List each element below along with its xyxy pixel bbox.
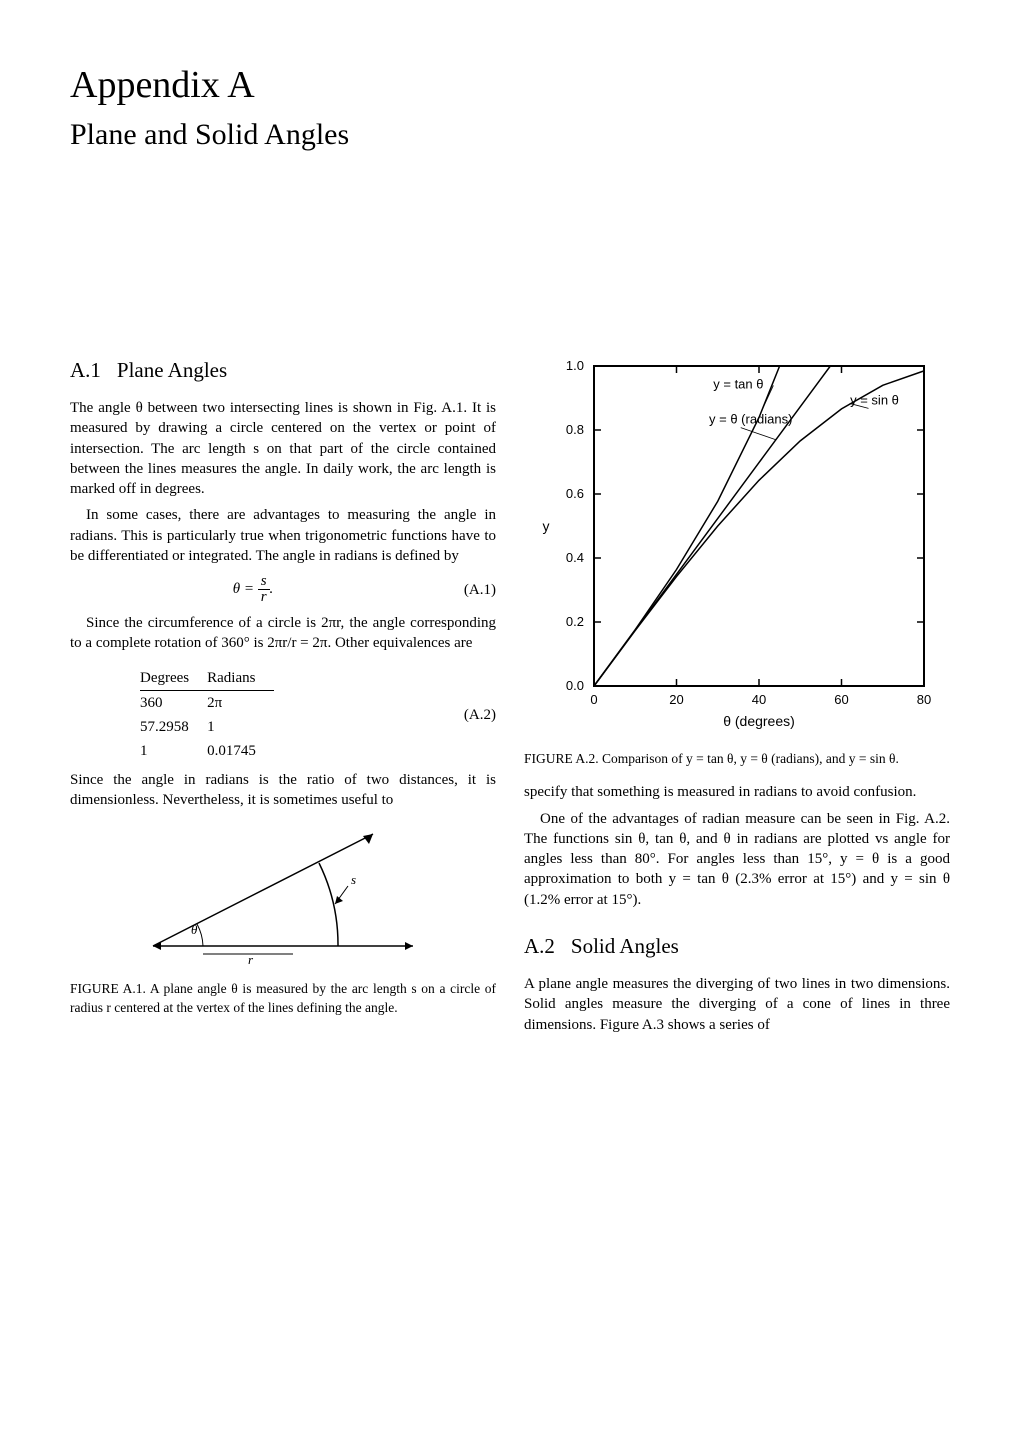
conversion-table: Degrees Radians 360 2π 57.2958 1 1 0.017… xyxy=(140,666,274,764)
svg-text:40: 40 xyxy=(752,692,766,707)
para: A plane angle measures the diverging of … xyxy=(524,974,950,1035)
para: The angle θ between two intersecting lin… xyxy=(70,398,496,499)
section-number: A.2 xyxy=(524,934,555,958)
para: Since the angle in radians is the ratio … xyxy=(70,770,496,811)
svg-text:0.0: 0.0 xyxy=(566,678,584,693)
svg-text:y = θ (radians): y = θ (radians) xyxy=(709,411,792,426)
para: specify that something is measured in ra… xyxy=(524,782,950,802)
table-row: 57.2958 1 xyxy=(140,715,274,739)
equation-number: (A.1) xyxy=(436,580,496,600)
right-column: 0 20 40 60 80 0.0 0.2 0.4 0.6 0.8 1.0 θ (degrees) y y… xyxy=(524,356,950,1041)
theta-label: θ xyxy=(191,922,198,937)
svg-text:80: 80 xyxy=(917,692,931,707)
equation-number: (A.2) xyxy=(464,705,496,725)
figure-a1-caption: FIGURE A.1. A plane angle θ is measured … xyxy=(70,980,496,1016)
conversion-table-wrap: Degrees Radians 360 2π 57.2958 1 1 0.017… xyxy=(70,660,496,770)
para: One of the advantages of radian measure … xyxy=(524,809,950,910)
svg-text:0.2: 0.2 xyxy=(566,614,584,629)
appendix-label: Appendix A xyxy=(70,60,950,111)
section-title: Plane Angles xyxy=(117,358,227,382)
svg-text:0.8: 0.8 xyxy=(566,422,584,437)
svg-text:y = tan θ: y = tan θ xyxy=(713,376,763,391)
left-column: A.1 Plane Angles The angle θ between two … xyxy=(70,356,496,1041)
table-header: Radians xyxy=(207,666,274,691)
table-header: Degrees xyxy=(140,666,207,691)
svg-text:θ (degrees): θ (degrees) xyxy=(723,713,795,729)
equation-a1: θ = sr. (A.1) xyxy=(70,574,496,605)
section-a2-heading: A.2 Solid Angles xyxy=(524,932,950,960)
figure-a2-caption: FIGURE A.2. Comparison of y = tan θ, y =… xyxy=(524,750,950,768)
svg-text:0: 0 xyxy=(590,692,597,707)
svg-text:60: 60 xyxy=(834,692,848,707)
section-title: Solid Angles xyxy=(571,934,679,958)
section-number: A.1 xyxy=(70,358,101,382)
figure-a1: θ r s xyxy=(70,826,496,972)
table-row: 1 0.01745 xyxy=(140,739,274,763)
section-a1-heading: A.1 Plane Angles xyxy=(70,356,496,384)
svg-text:0.6: 0.6 xyxy=(566,486,584,501)
appendix-title: Plane and Solid Angles xyxy=(70,115,950,156)
table-row: 360 2π xyxy=(140,690,274,715)
svg-text:1.0: 1.0 xyxy=(566,358,584,373)
svg-text:20: 20 xyxy=(669,692,683,707)
para: In some cases, there are advantages to m… xyxy=(70,505,496,566)
svg-text:0.4: 0.4 xyxy=(566,550,584,565)
s-label: s xyxy=(351,872,356,887)
figure-a2-chart: 0 20 40 60 80 0.0 0.2 0.4 0.6 0.8 1.0 θ (degrees) y y… xyxy=(524,356,950,742)
para: Since the circumference of a circle is 2… xyxy=(70,613,496,654)
svg-text:y: y xyxy=(543,518,550,534)
